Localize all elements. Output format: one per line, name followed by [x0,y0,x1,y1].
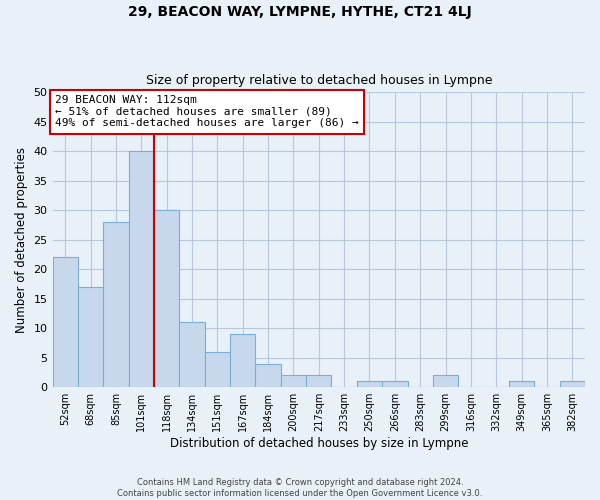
Bar [78,287,103,387]
Bar [53,258,78,387]
Text: 29 BEACON WAY: 112sqm
← 51% of detached houses are smaller (89)
49% of semi-deta: 29 BEACON WAY: 112sqm ← 51% of detached … [55,96,359,128]
Bar [509,382,534,387]
Bar [382,382,407,387]
Bar [205,352,230,387]
Bar [281,376,306,387]
Title: Size of property relative to detached houses in Lympne: Size of property relative to detached ho… [146,74,492,87]
Bar [179,322,205,387]
Text: 29, BEACON WAY, LYMPNE, HYTHE, CT21 4LJ: 29, BEACON WAY, LYMPNE, HYTHE, CT21 4LJ [128,5,472,19]
Bar [306,376,331,387]
X-axis label: Distribution of detached houses by size in Lympne: Distribution of detached houses by size … [170,437,468,450]
Text: Contains HM Land Registry data © Crown copyright and database right 2024.
Contai: Contains HM Land Registry data © Crown c… [118,478,482,498]
Bar [128,152,154,387]
Bar [103,222,128,387]
Bar [230,334,256,387]
Bar [433,376,458,387]
Y-axis label: Number of detached properties: Number of detached properties [15,147,28,333]
Bar [256,364,281,387]
Bar [357,382,382,387]
Bar [154,210,179,387]
Bar [560,382,585,387]
